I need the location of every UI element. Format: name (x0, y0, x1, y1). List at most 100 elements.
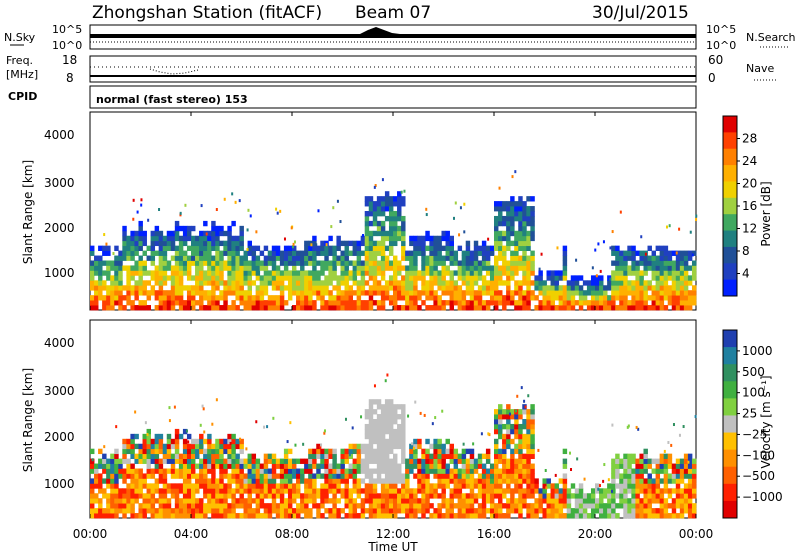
echo-cell (405, 473, 410, 479)
echo-cell (106, 285, 111, 291)
echo-cell (174, 443, 180, 450)
echo-cell (627, 305, 632, 311)
echo-cell (477, 305, 483, 311)
echo-cell (267, 270, 273, 276)
echo-cell (498, 513, 503, 519)
echo-cell (506, 285, 511, 291)
echo-cell (154, 230, 160, 237)
echo-cell (178, 240, 184, 247)
echo-cell (558, 508, 564, 514)
echo-cell (465, 245, 471, 251)
echo-cell (615, 295, 620, 301)
echo-cell (243, 498, 248, 504)
echo-cell (607, 483, 612, 489)
echo-cell (421, 265, 426, 271)
echo-cell (211, 503, 216, 509)
echo-cell (304, 508, 309, 514)
cpid-label: CPID (8, 90, 37, 103)
echo-cell (453, 473, 459, 479)
echo-cell (110, 468, 115, 474)
echo-cell (296, 508, 301, 514)
echo-cell (522, 201, 527, 207)
echo-cell (691, 478, 697, 484)
echo-cell (227, 250, 232, 256)
echo-cell (223, 513, 228, 519)
echo-cell (437, 270, 442, 276)
echo-cell (158, 250, 164, 256)
echo-cell (526, 448, 531, 455)
echo-cell (469, 498, 475, 504)
echo-cell (122, 513, 127, 519)
echo-cell (227, 508, 232, 514)
echo-cell (380, 295, 386, 301)
echo-cell (304, 280, 309, 286)
echo-cell (320, 498, 325, 504)
echo-cell (186, 433, 192, 440)
echo-cell (114, 275, 119, 281)
echo-cell (191, 483, 196, 489)
echo-cell (465, 478, 471, 484)
echo-cell (360, 305, 366, 311)
echo-cell (182, 300, 188, 306)
echo-cell (336, 300, 341, 306)
echo-cell (304, 478, 309, 484)
echo-cell (388, 419, 394, 425)
echo-cell (477, 513, 483, 519)
noise-right-tick-bottom: 10^0 (706, 39, 736, 52)
echo-cell (530, 225, 535, 232)
echo-cell (498, 419, 503, 425)
echo-cell (453, 468, 459, 474)
echo-cell (480, 432, 483, 436)
echo-cell (380, 508, 386, 514)
echo-cell (514, 508, 519, 514)
echo-cell (433, 235, 438, 242)
echo-cell (679, 473, 685, 479)
echo-cell (138, 220, 143, 227)
echo-cell (376, 448, 382, 455)
echo-cell (651, 255, 656, 261)
echo-cell (340, 265, 345, 271)
echo-cell (631, 300, 636, 306)
echo-cell (417, 468, 422, 474)
echo-cell (384, 508, 390, 514)
echo-cell (352, 245, 358, 251)
echo-cell (380, 255, 386, 261)
echo-cell (538, 503, 543, 509)
echo-cell (114, 468, 119, 474)
echo-cell (510, 453, 515, 459)
echo-cell (388, 265, 394, 271)
echo-cell (287, 255, 293, 261)
echo-cell (627, 453, 632, 459)
echo-cell (388, 215, 394, 222)
echo-cell (215, 478, 220, 484)
echo-cell (292, 468, 297, 474)
echo-cell (667, 493, 673, 499)
colorbar-frame (722, 329, 738, 519)
echo-cell (586, 493, 592, 499)
echo-cell (255, 503, 261, 509)
echo-cell (110, 300, 115, 306)
echo-cell (647, 280, 652, 286)
echo-cell (631, 498, 636, 504)
echo-cell (514, 463, 519, 469)
echo-cell (518, 235, 523, 242)
echo-cell (271, 508, 277, 514)
echo-cell (376, 399, 382, 405)
echo-cell (546, 503, 551, 509)
echo-cell (348, 240, 353, 247)
echo-cell (364, 409, 370, 415)
echo-cell (457, 270, 463, 276)
echo-cell (667, 275, 673, 281)
echo-cell (320, 270, 325, 276)
noise-left-tick-bottom: 10^0 (52, 39, 82, 52)
echo-cell (90, 448, 95, 455)
echo-cell (675, 513, 681, 519)
echo-cell (550, 270, 555, 276)
echo-cell (574, 493, 580, 499)
echo-cell (186, 488, 192, 494)
echo-cell (675, 305, 681, 311)
echo-cell (255, 230, 258, 234)
echo-cell (506, 275, 511, 281)
echo-cell (663, 305, 669, 311)
echo-cell (502, 423, 507, 430)
